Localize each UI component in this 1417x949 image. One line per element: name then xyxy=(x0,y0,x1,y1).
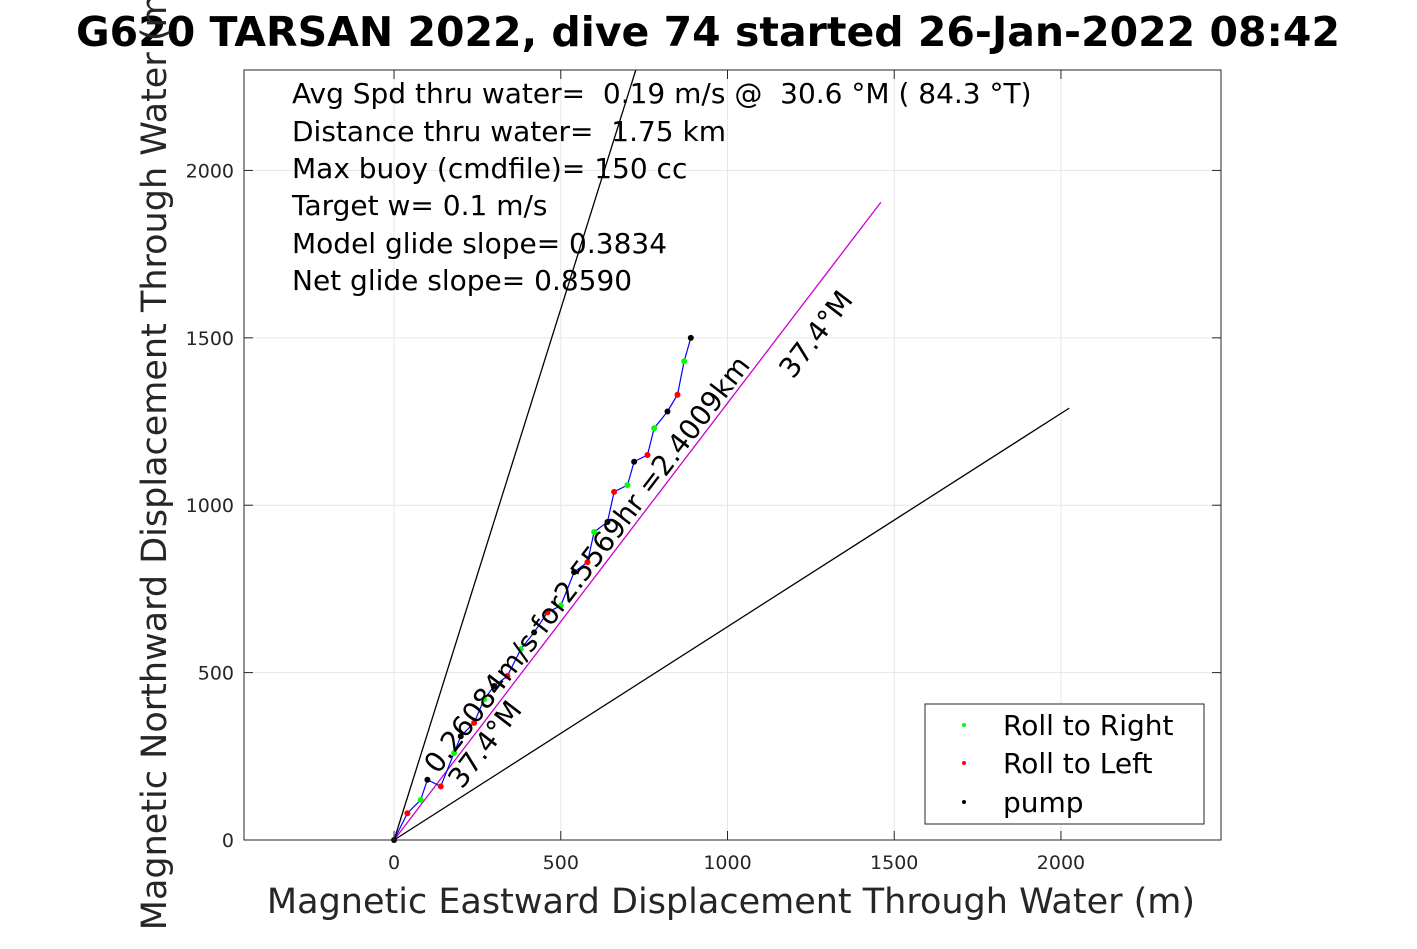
track-point xyxy=(491,683,498,689)
info-line: Max buoy (cmdfile)= 150 cc xyxy=(292,152,687,185)
legend-label: pump xyxy=(1003,786,1084,819)
reference-line xyxy=(393,69,637,841)
track-point xyxy=(437,783,444,790)
track-point xyxy=(631,458,638,465)
legend-label: Roll to Left xyxy=(1003,747,1152,780)
ticks: 0 500 1000 1500 2000 0 500 1000 1500 2000 xyxy=(186,70,1221,874)
track-point xyxy=(591,529,598,535)
info-box: Avg Spd thru water= 0.19 m/s @ 30.6 °M (… xyxy=(291,77,1032,297)
track-point xyxy=(481,696,488,703)
legend-box xyxy=(924,703,1205,825)
legend-marker-pump xyxy=(962,800,966,804)
track-point xyxy=(624,482,631,489)
track-point xyxy=(681,358,688,365)
x-tick-label: 0 xyxy=(388,852,400,874)
info-line: Target w= 0.1 m/s xyxy=(291,189,548,222)
x-axis-label: Magnetic Eastward Displacement Through W… xyxy=(267,882,1195,922)
reference-line xyxy=(393,201,882,841)
y-axis-label: Magnetic Northward Displacement Through … xyxy=(135,0,175,930)
track-point xyxy=(404,810,411,817)
track-line xyxy=(393,337,692,841)
track-point xyxy=(544,609,551,616)
y-tick-label: 2000 xyxy=(186,160,234,182)
track-point xyxy=(531,629,538,636)
legend-label: Roll to Right xyxy=(1003,709,1174,742)
track-point xyxy=(644,452,651,458)
track-point xyxy=(584,559,591,566)
y-tick-label: 500 xyxy=(198,663,234,685)
track-point xyxy=(417,796,424,803)
track-point xyxy=(517,646,524,653)
x-tick-label: 2000 xyxy=(1037,852,1085,874)
reference-lines xyxy=(393,69,1070,841)
legend-marker-roll-right xyxy=(962,723,966,727)
axes-box xyxy=(243,69,1222,841)
chart-title: G620 TARSAN 2022, dive 74 started 26-Jan… xyxy=(76,8,1340,56)
track-point xyxy=(424,776,431,783)
legend: Roll to Right Roll to Left pump xyxy=(924,703,1205,825)
track-point xyxy=(571,569,578,576)
track-point xyxy=(504,672,511,679)
info-line: Avg Spd thru water= 0.19 m/s @ 30.6 °M (… xyxy=(292,77,1032,110)
track-point xyxy=(687,334,694,341)
reference-line xyxy=(393,407,1070,841)
info-line: Distance thru water= 1.75 km xyxy=(292,115,726,148)
info-line: Model glide slope= 0.3834 xyxy=(292,227,667,260)
x-tick-label: 1500 xyxy=(870,852,918,874)
track-point xyxy=(557,602,564,609)
track-series xyxy=(391,334,694,843)
legend-marker-roll-left xyxy=(962,761,966,765)
track-point xyxy=(457,733,464,740)
y-tick-label: 0 xyxy=(222,830,234,852)
x-tick-label: 1000 xyxy=(703,852,751,874)
info-line: Net glide slope= 0.8590 xyxy=(292,264,632,297)
track-point xyxy=(651,425,658,432)
y-tick-label: 1500 xyxy=(186,328,234,350)
track-point xyxy=(604,518,611,525)
track-point xyxy=(611,488,618,495)
y-tick-label: 1000 xyxy=(186,495,234,517)
track-point xyxy=(664,408,671,415)
track-point xyxy=(451,749,458,756)
track-point xyxy=(471,719,478,726)
x-tick-label: 500 xyxy=(543,852,579,874)
track-point xyxy=(674,391,681,398)
